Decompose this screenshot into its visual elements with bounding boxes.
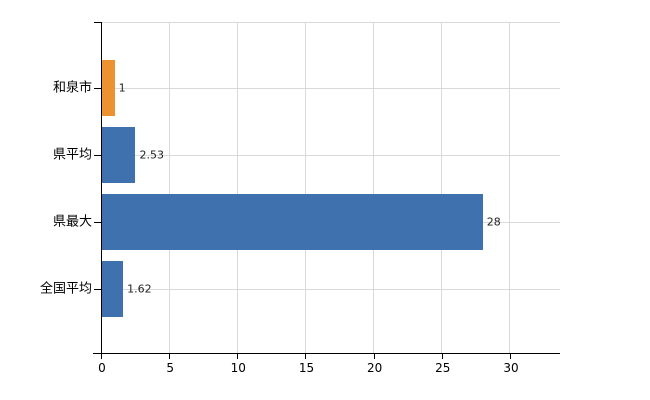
y-axis-line: [101, 22, 102, 353]
x-axis-tick: [441, 354, 443, 359]
x-axis-tick: [237, 354, 239, 359]
bar: [101, 60, 115, 116]
vertical-gridline: [304, 22, 306, 353]
category-label: 和泉市: [52, 80, 92, 96]
vertical-gridline: [373, 22, 375, 353]
y-axis-tick: [94, 88, 101, 89]
x-axis-tick: [509, 354, 511, 359]
vertical-gridline: [236, 22, 238, 353]
category-label: 県最大: [52, 214, 92, 230]
bar: [101, 127, 136, 183]
vertical-gridline: [509, 22, 511, 353]
category-gridline: [101, 289, 560, 290]
y-axis-tick: [94, 22, 101, 23]
y-axis-tick: [94, 155, 101, 156]
x-axis-tick: [373, 354, 375, 359]
x-tick-label: 5: [166, 361, 174, 375]
x-axis-tick: [169, 354, 171, 359]
x-tick-label: 25: [435, 361, 451, 375]
vertical-gridline: [441, 22, 443, 353]
vertical-gridline: [168, 22, 170, 353]
x-tick-label: 0: [98, 361, 106, 375]
category-gridline: [101, 88, 560, 89]
x-tick-label: 30: [503, 361, 519, 375]
x-tick-label: 20: [367, 361, 383, 375]
category-label: 県平均: [52, 147, 92, 163]
category-label: 全国平均: [39, 281, 92, 297]
bar-value-label: 2.53: [139, 148, 164, 162]
bar-value-label: 1.62: [127, 282, 152, 296]
plot-area: 1 2.53 28 1.62: [101, 22, 560, 353]
x-tick-label: 15: [298, 361, 315, 375]
bar: [101, 261, 124, 317]
x-axis-line: [93, 353, 560, 354]
bar-value-label: 1: [118, 81, 126, 95]
x-axis-tick: [305, 354, 307, 359]
bar-value-label: 28: [486, 215, 501, 229]
bar: [101, 194, 483, 250]
y-axis-tick: [94, 222, 101, 223]
x-tick-label: 10: [230, 361, 246, 375]
category-gridline: [101, 155, 560, 156]
x-axis-tick: [101, 354, 102, 359]
y-axis-tick: [94, 289, 101, 290]
top-gridline: [101, 22, 560, 23]
